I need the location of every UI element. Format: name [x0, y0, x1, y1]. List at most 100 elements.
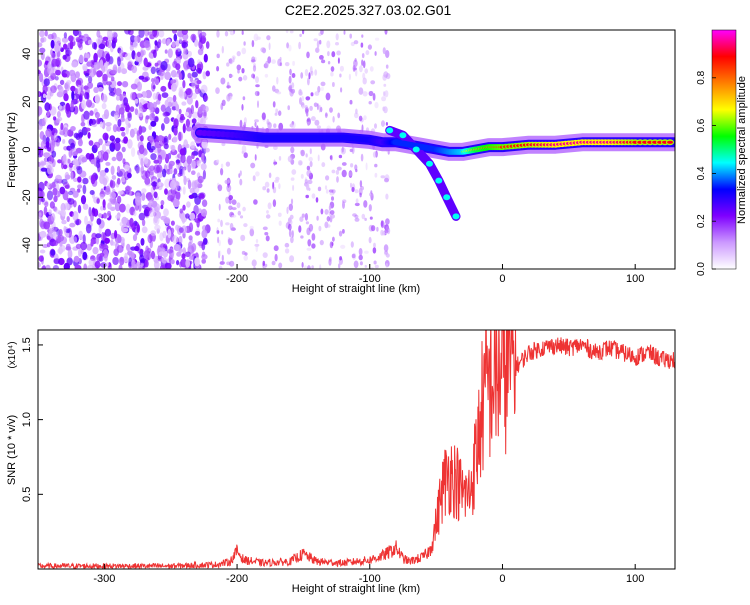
noise-speckle	[70, 85, 76, 92]
noise-speckle	[82, 234, 86, 244]
noise-speckle	[201, 242, 206, 251]
noise-streak	[251, 40, 255, 48]
noise-speckle	[67, 129, 74, 137]
noise-speckle	[88, 140, 94, 146]
noise-speckle	[127, 112, 132, 122]
noise-speckle	[69, 222, 76, 228]
noise-speckle	[118, 168, 126, 177]
noise-streak	[336, 50, 341, 56]
noise-streak	[358, 115, 363, 122]
noise-speckle	[77, 129, 83, 139]
noise-streak	[252, 175, 256, 182]
noise-speckle	[77, 84, 81, 94]
noise-streak	[374, 172, 378, 178]
noise-streak	[320, 86, 324, 91]
y-tick-label: 40	[21, 48, 33, 60]
spectrogram-x-ticks: -300 -200 -100 0 100	[93, 264, 644, 285]
noise-speckle	[39, 30, 45, 38]
noise-streak	[385, 122, 388, 126]
noise-speckle	[150, 146, 156, 151]
noise-speckle	[103, 212, 107, 219]
noise-speckle	[158, 30, 165, 38]
noise-streak	[217, 184, 223, 192]
noise-speckle	[80, 84, 84, 92]
noise-speckle	[185, 143, 190, 149]
noise-speckle	[136, 81, 142, 92]
noise-streak	[321, 162, 326, 168]
noise-speckle	[152, 101, 157, 109]
noise-streak	[267, 202, 272, 210]
noise-speckle	[194, 86, 200, 95]
noise-streak	[227, 178, 231, 184]
noise-streak	[250, 59, 256, 63]
noise-speckle	[72, 190, 79, 198]
noise-streak	[385, 218, 390, 225]
noise-speckle	[38, 106, 43, 116]
noise-speckle	[82, 65, 88, 72]
noise-speckle	[138, 125, 143, 135]
noise-streak	[220, 219, 223, 227]
noise-speckle	[72, 211, 79, 221]
noise-streak	[290, 146, 295, 154]
noise-streak	[305, 194, 310, 199]
noise-speckle	[194, 230, 201, 236]
noise-speckle	[185, 118, 190, 128]
noise-speckle	[176, 260, 180, 266]
noise-speckle	[149, 112, 156, 121]
spectrogram-y-label: Frequency (Hz)	[6, 112, 18, 188]
noise-speckle	[145, 115, 150, 120]
noise-speckle	[86, 243, 92, 251]
noise-streak	[301, 262, 304, 268]
noise-speckle	[133, 35, 138, 43]
noise-speckle	[117, 234, 122, 244]
noise-speckle	[157, 93, 162, 102]
branch-point	[426, 160, 433, 167]
colorbar-tick-label: 0.0	[696, 262, 707, 276]
noise-streak	[384, 177, 389, 183]
noise-speckle	[178, 227, 184, 234]
noise-speckle	[178, 131, 182, 142]
noise-speckle	[82, 37, 88, 42]
noise-speckle	[68, 35, 74, 42]
noise-streak	[327, 51, 330, 57]
noise-streak	[253, 63, 256, 68]
noise-streak	[309, 148, 312, 155]
noise-speckle	[194, 38, 199, 47]
noise-speckle	[38, 255, 44, 262]
noise-streak	[268, 42, 271, 51]
noise-streak	[289, 30, 294, 34]
noise-speckle	[57, 234, 65, 242]
noise-streak	[289, 68, 292, 76]
noise-speckle	[133, 211, 137, 217]
noise-speckle	[154, 107, 160, 115]
noise-speckle	[117, 190, 124, 195]
noise-streak	[299, 216, 304, 222]
noise-streak	[221, 254, 224, 262]
noise-speckle	[155, 99, 161, 105]
noise-speckle	[65, 232, 70, 238]
noise-streak	[354, 189, 359, 194]
noise-streak	[303, 265, 308, 269]
noise-streak	[359, 192, 362, 198]
noise-speckle	[130, 92, 136, 101]
noise-streak	[380, 229, 384, 236]
noise-streak	[286, 42, 289, 49]
noise-speckle	[46, 235, 51, 240]
noise-streak	[298, 225, 302, 233]
noise-speckle	[78, 95, 82, 101]
noise-speckle	[200, 163, 207, 171]
noise-streak	[231, 207, 237, 211]
noise-streak	[349, 148, 354, 153]
noise-speckle	[99, 121, 104, 128]
noise-speckle	[131, 222, 136, 231]
noise-streak	[324, 221, 329, 229]
noise-speckle	[98, 225, 102, 234]
noise-speckle	[99, 59, 104, 69]
noise-streak	[358, 248, 363, 256]
noise-speckle	[187, 72, 192, 79]
noise-speckle	[84, 127, 91, 132]
noise-speckle	[203, 105, 209, 113]
noise-speckle	[171, 144, 176, 152]
noise-speckle	[49, 201, 56, 209]
noise-streak	[320, 208, 324, 215]
